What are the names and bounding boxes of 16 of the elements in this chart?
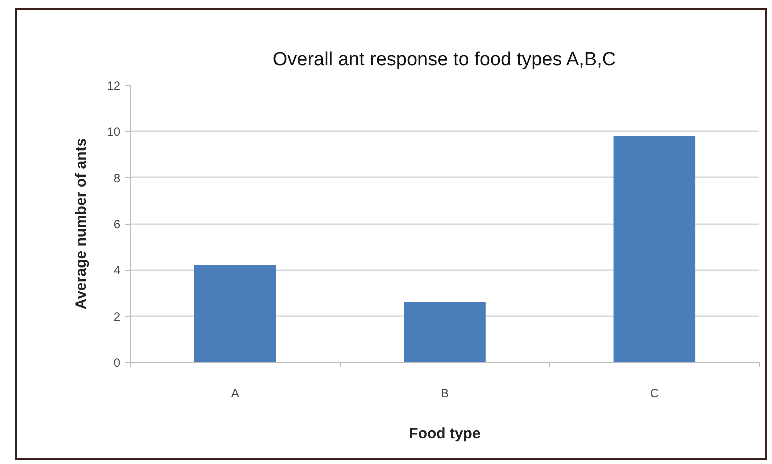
- x-tick-label: A: [231, 386, 240, 400]
- chart-title: Overall ant response to food types A,B,C: [272, 50, 616, 70]
- y-tick-label: 12: [107, 79, 121, 93]
- y-axis-title: Average number of ants: [73, 138, 90, 310]
- x-tick-label: C: [650, 386, 660, 400]
- y-tick-label: 4: [114, 264, 121, 278]
- bar: [404, 302, 486, 362]
- bar: [194, 266, 276, 362]
- y-tick-label: 6: [114, 218, 121, 232]
- bar: [614, 136, 696, 362]
- x-axis-title: Food type: [409, 426, 481, 442]
- y-tick-label: 10: [107, 125, 121, 140]
- y-tick-label: 2: [114, 310, 121, 324]
- x-tick-label: B: [441, 386, 450, 400]
- y-tick-label: 0: [114, 356, 121, 370]
- y-tick-label: 8: [114, 171, 121, 186]
